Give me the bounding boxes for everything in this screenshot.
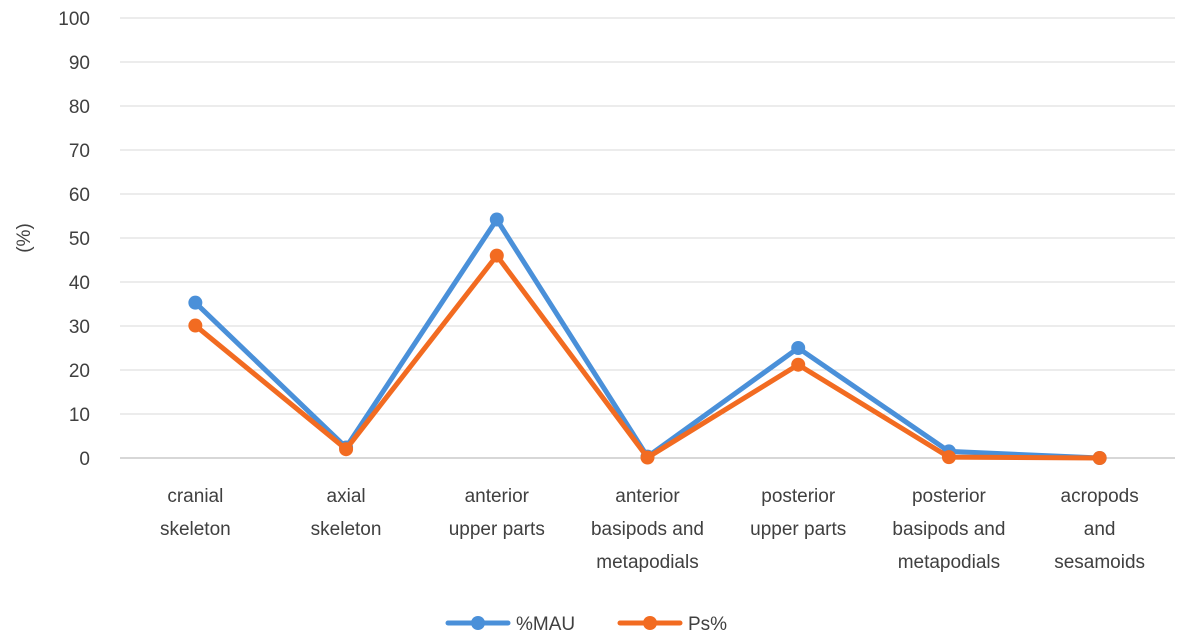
series-ps	[188, 248, 1107, 465]
y-tick-label: 80	[69, 97, 90, 118]
series-line	[192, 217, 1103, 461]
legend: %MAU Ps%	[445, 614, 727, 635]
data-point	[489, 248, 504, 263]
x-category-label: upper parts	[449, 519, 545, 540]
legend-marker	[643, 616, 657, 630]
legend-label: Ps%	[688, 614, 727, 635]
x-category-label: and	[1084, 519, 1116, 540]
data-point	[941, 450, 956, 465]
legend-marker	[471, 616, 485, 630]
x-category-label: anterior	[465, 486, 530, 507]
y-axis-title: (%)	[14, 223, 35, 253]
y-tick-label: 50	[69, 229, 90, 250]
data-point	[489, 212, 504, 227]
data-point	[1092, 451, 1107, 465]
series-mau	[188, 212, 1107, 465]
data-point	[640, 450, 655, 465]
y-tick-label: 100	[58, 9, 90, 30]
data-point	[791, 341, 806, 355]
x-category-label: posterior	[761, 486, 836, 507]
x-category-label: skeleton	[311, 519, 382, 540]
x-category-label: posterior	[912, 486, 987, 507]
x-axis-categories: cranial skeleton axial skeleton anterior uppe…	[160, 486, 1145, 573]
y-tick-label: 40	[69, 273, 90, 294]
x-category-label: acropods	[1061, 486, 1139, 507]
x-category-label: skeleton	[160, 519, 231, 540]
series-line	[192, 253, 1103, 461]
x-category-label: upper parts	[750, 519, 846, 540]
x-category-label: sesamoids	[1054, 552, 1145, 573]
y-axis-ticks: 0 10 20 30 40 50 60 70 80 90 100	[58, 9, 90, 470]
y-tick-label: 90	[69, 53, 90, 74]
series-lines	[188, 212, 1107, 465]
x-category-label: basipods and	[591, 519, 704, 540]
x-category-label: metapodials	[898, 552, 1000, 573]
y-tick-label: 60	[69, 185, 90, 206]
legend-item: Ps%	[617, 614, 727, 635]
data-point	[188, 318, 203, 333]
data-point	[339, 442, 354, 457]
x-category-label: axial	[327, 486, 366, 507]
y-tick-label: 70	[69, 141, 90, 162]
data-point	[188, 295, 203, 310]
x-category-label: anterior	[615, 486, 680, 507]
y-tick-label: 20	[69, 361, 90, 382]
legend-item: %MAU	[445, 614, 575, 635]
x-category-label: basipods and	[892, 519, 1005, 540]
legend-label: %MAU	[516, 614, 575, 635]
y-tick-label: 10	[69, 405, 90, 426]
x-category-label: metapodials	[596, 552, 698, 573]
x-category-label: cranial	[167, 486, 223, 507]
grid-lines	[120, 17, 1175, 459]
data-point	[791, 357, 806, 372]
y-tick-label: 30	[69, 317, 90, 338]
y-tick-label: 0	[79, 449, 90, 470]
